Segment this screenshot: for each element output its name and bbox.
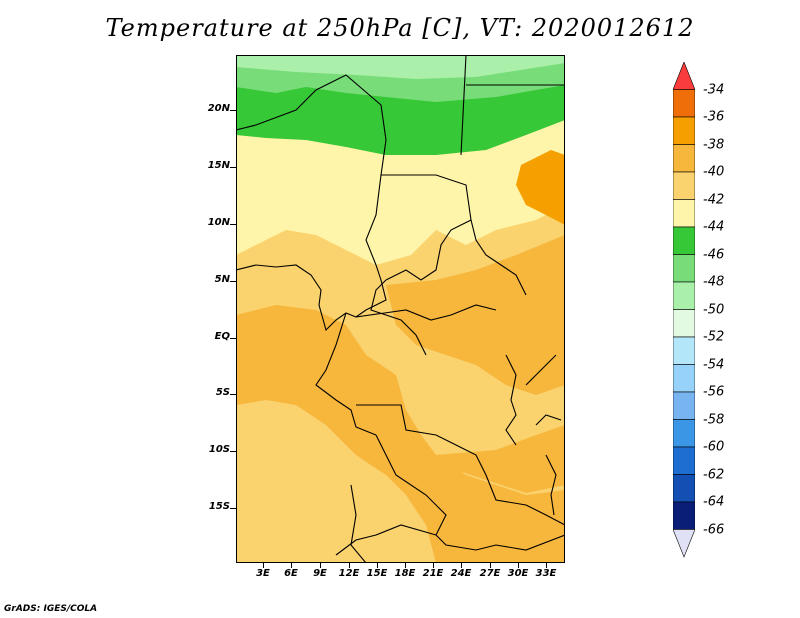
lat-label: 10S [208, 444, 230, 455]
colorbar-label: -58 [703, 412, 725, 427]
colorbar-box [672, 171, 696, 200]
lon-tick [291, 563, 292, 568]
lat-tick [230, 281, 236, 282]
lat-label: 20N [207, 103, 230, 114]
lon-label: 3E [256, 568, 270, 579]
colorbar-box [672, 364, 696, 393]
map-title: Temperature at 250hPa [C], VT: 202001261… [105, 14, 695, 42]
colorbar-label: -60 [703, 439, 725, 455]
colorbar-box [672, 281, 696, 310]
colorbar-label: -56 [703, 384, 725, 400]
colorbar-label: -50 [703, 302, 725, 317]
lon-tick [320, 563, 321, 568]
colorbar-label: -42 [703, 192, 725, 207]
colorbar-box [672, 226, 696, 255]
lon-label: 30E [507, 568, 529, 579]
colorbar-box [672, 199, 696, 228]
band-38-east [436, 425, 565, 493]
colorbar-label: -36 [703, 109, 725, 125]
lon-tick [377, 563, 378, 568]
temperature-map [236, 55, 565, 563]
colorbar-label: -66 [703, 522, 725, 537]
lat-tick [230, 508, 236, 509]
colorbar-box [672, 309, 696, 338]
band-36 [516, 150, 565, 225]
colorbar-box [672, 89, 696, 118]
lon-tick [433, 563, 434, 568]
band-48 [236, 55, 565, 79]
lat-label: 5S [215, 387, 230, 398]
lat-tick [230, 224, 236, 225]
lat-tick [230, 394, 236, 395]
band-38-south [236, 305, 565, 563]
lon-label: 27E [479, 568, 501, 579]
lon-tick [490, 563, 491, 568]
lon-tick [546, 563, 547, 568]
colorbar-box [672, 144, 696, 173]
lat-label: 10N [207, 217, 230, 228]
colorbar-box [672, 391, 696, 420]
lon-tick [263, 563, 264, 568]
lat-tick [230, 110, 236, 111]
lat-tick [230, 167, 236, 168]
colorbar-box [672, 501, 696, 530]
lon-tick [518, 563, 519, 568]
colorbar-label: -44 [703, 219, 725, 235]
colorbar-bottom-triangle [672, 529, 696, 558]
lon-label: 9E [313, 568, 327, 579]
band-46 [236, 60, 565, 102]
lon-label: 21E [422, 568, 444, 579]
lat-label: EQ [214, 331, 230, 342]
lat-label: 15N [207, 160, 230, 171]
lat-tick [230, 451, 236, 452]
colorbar-label: -46 [703, 247, 725, 262]
colorbar-box [672, 446, 696, 475]
map-frame [236, 55, 565, 563]
lon-tick [461, 563, 462, 568]
colorbar-label: -52 [703, 329, 725, 345]
footer-credit: GrADS: IGES/COLA [4, 604, 98, 614]
lon-label: 12E [338, 568, 360, 579]
colorbar-label: -40 [703, 164, 725, 180]
colorbar-box [672, 116, 696, 145]
lon-label: 6E [284, 568, 298, 579]
colorbar-box [672, 254, 696, 283]
lat-label: 5N [214, 274, 230, 285]
lat-tick [230, 338, 236, 339]
lon-tick [405, 563, 406, 568]
colorbar-top-triangle [672, 61, 696, 90]
lon-label: 33E [535, 568, 557, 579]
colorbar-label: -64 [703, 494, 725, 510]
lon-tick [349, 563, 350, 568]
colorbar-box [672, 419, 696, 448]
lat-label: 15S [208, 501, 230, 512]
colorbar-label: -38 [703, 137, 725, 152]
lon-label: 24E [450, 568, 472, 579]
colorbar-label: -54 [703, 357, 725, 372]
lon-label: 15E [366, 568, 388, 579]
colorbar-label: -48 [703, 274, 725, 290]
colorbar-box [672, 336, 696, 365]
band-44 [236, 80, 565, 155]
lon-label: 18E [394, 568, 416, 579]
band-38-central [386, 235, 565, 395]
colorbar-label: -62 [703, 467, 725, 482]
country-borders [236, 55, 565, 563]
band-42-north [236, 120, 565, 265]
colorbar-box [672, 474, 696, 503]
colorbar [672, 61, 696, 558]
colorbar-label: -34 [703, 82, 725, 97]
